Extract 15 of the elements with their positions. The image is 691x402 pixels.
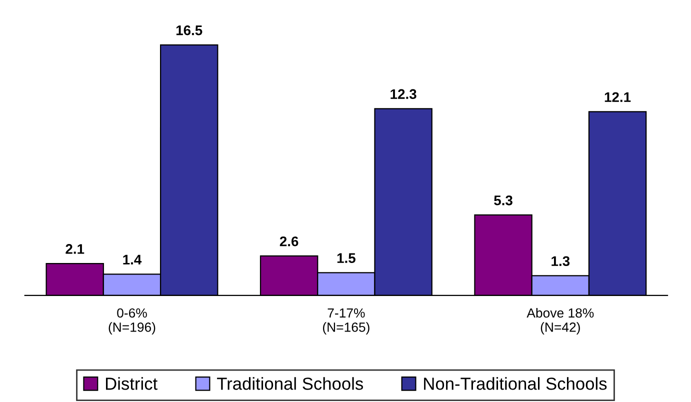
data-label: 1.4 xyxy=(123,254,142,264)
data-label: 12.3 xyxy=(390,89,416,100)
legend-label: Non-Traditional Schools xyxy=(424,377,607,390)
data-label: 1.3 xyxy=(552,256,570,266)
data-label: 16.5 xyxy=(176,25,202,36)
legend-label: District xyxy=(106,377,158,390)
data-label: 2.1 xyxy=(66,244,84,254)
data-label: 2.6 xyxy=(280,236,298,246)
x-tick-label: 7-17% (N=165) xyxy=(322,308,370,334)
legend-label: Traditional Schools xyxy=(217,377,364,390)
x-tick-label: Above 18% (N=42) xyxy=(526,308,594,334)
data-label: 5.3 xyxy=(494,195,512,206)
x-tick-label: 0-6% (N=196) xyxy=(108,308,156,334)
data-label: 12.1 xyxy=(604,92,631,102)
data-label: 1.5 xyxy=(337,253,356,264)
